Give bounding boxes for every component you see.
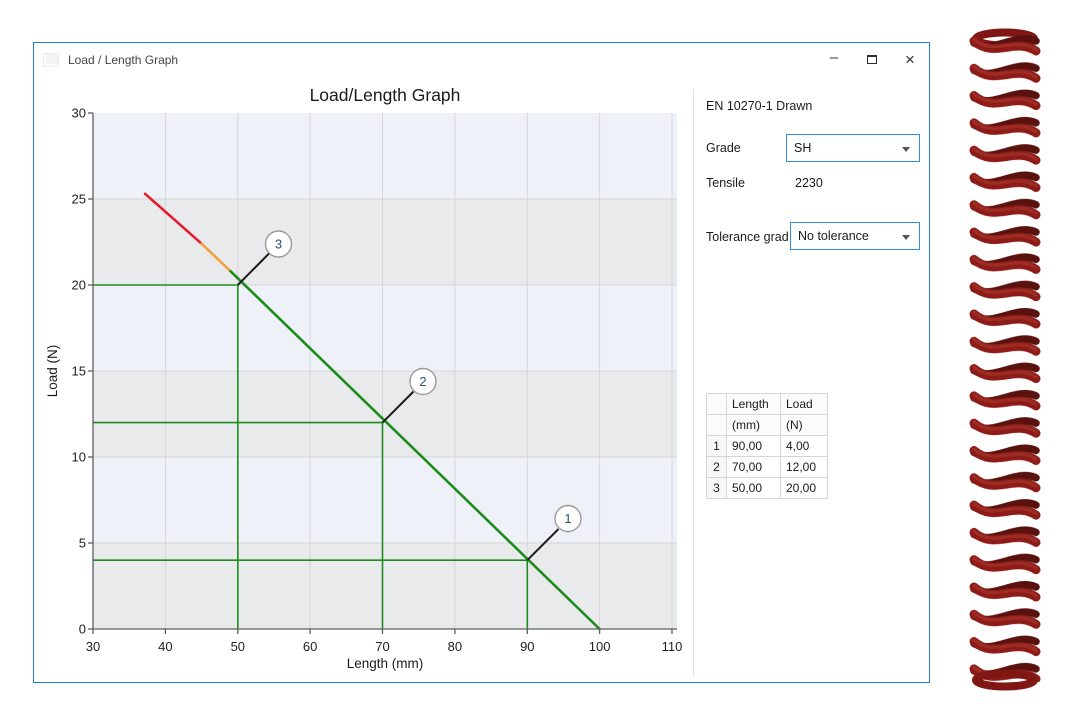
col-header-load: Load	[780, 393, 828, 415]
titlebar[interactable]: Load / Length Graph – ×	[34, 43, 929, 76]
callout-2: 2	[419, 374, 426, 389]
grade-combobox[interactable]: SH	[786, 134, 920, 162]
window-content: 3 2 1	[34, 76, 929, 682]
material-label: EN 10270-1 Drawn	[706, 99, 813, 113]
grade-label: Grade	[706, 141, 741, 155]
tensile-label: Tensile	[706, 176, 745, 190]
cell-length[interactable]: 70,00	[726, 456, 781, 478]
col-header-length: Length	[726, 393, 781, 415]
cell-length[interactable]: 90,00	[726, 435, 781, 457]
x-tick: 110	[662, 639, 683, 654]
tolerance-grade-combobox[interactable]: No tolerance	[790, 222, 920, 250]
y-tick: 10	[72, 450, 86, 465]
row-number: 3	[706, 477, 727, 499]
callout-1: 1	[564, 511, 571, 526]
cell-load[interactable]: 20,00	[780, 477, 828, 499]
x-tick: 30	[86, 639, 100, 654]
col-unit-load: (N)	[780, 414, 828, 436]
callout-3: 3	[275, 237, 282, 252]
plot-background-bands	[93, 113, 677, 629]
app-icon	[43, 52, 59, 67]
y-axis-ticks: 0 5 10 15 20 25 30	[72, 106, 86, 637]
points-table: Length Load (mm) (N) 1 90,00 4,00 2 70,0…	[706, 393, 828, 499]
panel-divider	[693, 89, 694, 677]
spring-coils	[969, 34, 1041, 682]
x-tick: 80	[448, 639, 462, 654]
y-tick: 25	[72, 192, 86, 207]
load-line-red-segment	[143, 192, 203, 245]
load-length-graph-window: Load / Length Graph – ×	[33, 42, 930, 683]
cell-length[interactable]: 50,00	[726, 477, 781, 499]
load-line-orange-segment	[200, 242, 232, 273]
load-line-green-segment	[229, 269, 601, 631]
chevron-down-icon	[902, 147, 910, 152]
y-tick: 30	[72, 106, 86, 121]
y-tick: 15	[72, 364, 86, 379]
y-axis-label: Load (N)	[45, 345, 60, 398]
window-controls: – ×	[815, 43, 929, 76]
chevron-down-icon	[902, 235, 910, 240]
y-tick: 0	[79, 622, 86, 637]
table-row: 1 90,00 4,00	[706, 435, 828, 457]
spring-3d-image	[969, 28, 1041, 691]
minimize-button[interactable]: –	[815, 43, 853, 76]
minimize-icon: –	[829, 48, 839, 66]
table-units-row: (mm) (N)	[706, 414, 828, 436]
close-icon: ×	[905, 49, 915, 69]
load-line	[143, 192, 601, 631]
tolerance-grade-value: No tolerance	[798, 229, 869, 243]
table-row: 3 50,00 20,00	[706, 477, 828, 499]
cell-load[interactable]: 12,00	[780, 456, 828, 478]
y-tick: 20	[72, 278, 86, 293]
x-tick: 60	[303, 639, 317, 654]
spring-bottom-coil	[972, 669, 1038, 691]
x-tick: 50	[231, 639, 245, 654]
x-axis-ticks: 30 40 50 60 70 80 90 100 110	[86, 639, 683, 654]
maximize-icon	[867, 55, 877, 64]
x-tick: 40	[158, 639, 172, 654]
y-tick: 5	[79, 536, 86, 551]
grade-value: SH	[794, 141, 812, 155]
row-number: 2	[706, 456, 727, 478]
cell-load[interactable]: 4,00	[780, 435, 828, 457]
x-tick: 100	[589, 639, 611, 654]
chart-title: Load/Length Graph	[310, 85, 461, 105]
table-row: 2 70,00 12,00	[706, 456, 828, 478]
window-title: Load / Length Graph	[68, 52, 179, 67]
x-tick: 90	[520, 639, 534, 654]
close-button[interactable]: ×	[891, 43, 929, 76]
row-number: 1	[706, 435, 727, 457]
construction-lines	[93, 284, 529, 629]
maximize-button[interactable]	[853, 43, 891, 76]
table-header-row: Length Load	[706, 393, 828, 415]
tolerance-grade-label: Tolerance grade	[706, 230, 789, 244]
x-tick: 70	[375, 639, 389, 654]
axes	[88, 112, 677, 634]
load-length-chart: 3 2 1	[45, 85, 683, 671]
col-unit-length: (mm)	[726, 414, 781, 436]
x-axis-label: Length (mm)	[347, 656, 424, 671]
callouts: 3 2 1	[237, 230, 582, 561]
tensile-value: 2230	[795, 176, 823, 190]
